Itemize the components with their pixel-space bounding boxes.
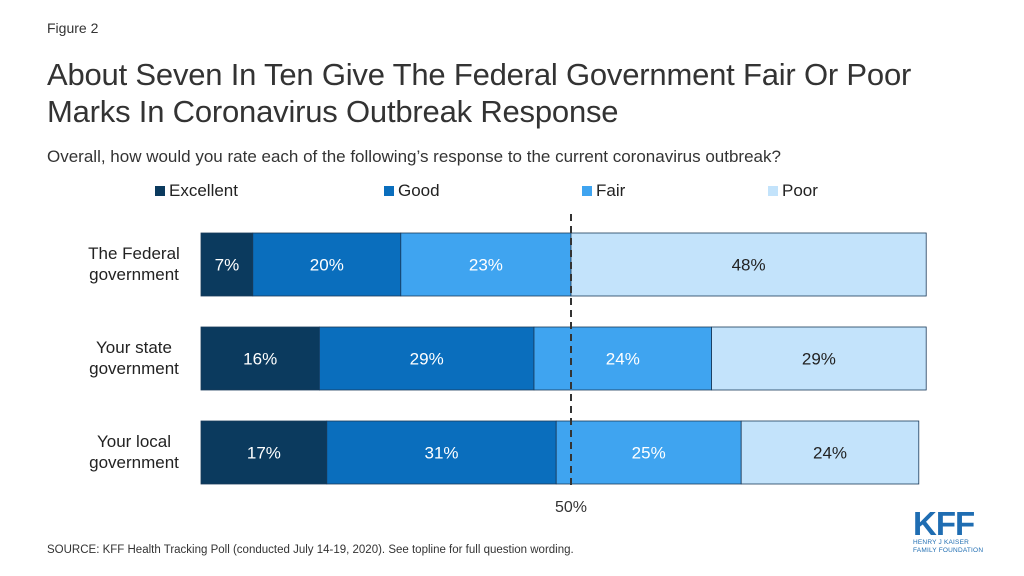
bar-segment-excellent: [200, 326, 320, 391]
legend-swatch-fair: [582, 186, 592, 196]
data-label-good: 29%: [410, 350, 444, 369]
legend-item-good: Good: [384, 181, 440, 201]
legend-item-fair: Fair: [582, 181, 625, 201]
bar-segment-excellent: [200, 232, 254, 297]
legend: Excellent Good Fair Poor: [155, 181, 875, 203]
legend-swatch-excellent: [155, 186, 165, 196]
data-label-good: 20%: [310, 256, 344, 275]
legend-label-fair: Fair: [596, 181, 626, 200]
data-label-fair: 23%: [469, 256, 503, 275]
legend-label-good: Good: [398, 181, 440, 200]
data-label-poor: 24%: [813, 444, 847, 463]
bar-segment-good: [252, 232, 402, 297]
figure-label: Figure 2: [47, 20, 99, 36]
bar-segment-poor: [711, 326, 927, 391]
data-label-excellent: 16%: [243, 350, 277, 369]
legend-swatch-poor: [768, 186, 778, 196]
bar-segment-poor: [570, 232, 927, 297]
logo-line-1: HENRY J KAISER: [913, 539, 970, 546]
legend-item-excellent: Excellent: [155, 181, 238, 201]
data-label-poor: 29%: [802, 350, 836, 369]
reference-line-label: 50%: [555, 499, 587, 516]
bar-segment-good: [326, 420, 557, 485]
source-note: SOURCE: KFF Health Tracking Poll (conduc…: [47, 544, 574, 556]
category-label: Your state government: [89, 338, 179, 378]
bar-segment-fair: [555, 420, 742, 485]
data-label-excellent: 7%: [215, 256, 240, 275]
kff-logo: KFF HENRY J KAISER FAMILY FOUNDATION: [913, 505, 989, 557]
legend-swatch-good: [384, 186, 394, 196]
bar-segment-fair: [400, 232, 572, 297]
logo-line-2: FAMILY FOUNDATION: [913, 547, 984, 554]
legend-label-excellent: Excellent: [169, 181, 238, 200]
data-label-fair: 24%: [606, 350, 640, 369]
bar-segment-excellent: [200, 420, 328, 485]
bar-segment-good: [318, 326, 535, 391]
data-label-fair: 25%: [632, 444, 666, 463]
category-label: Your local government: [89, 432, 179, 472]
logo-wordmark: KFF: [913, 505, 975, 542]
data-label-poor: 48%: [732, 256, 766, 275]
legend-label-poor: Poor: [782, 181, 818, 200]
legend-item-poor: Poor: [768, 181, 818, 201]
data-label-excellent: 17%: [247, 444, 281, 463]
bar-segment-poor: [740, 420, 920, 485]
chart-title: About Seven In Ten Give The Federal Gove…: [47, 57, 912, 129]
chart-subtitle: Overall, how would you rate each of the …: [47, 147, 781, 166]
category-label: The Federal government: [88, 244, 180, 284]
data-label-good: 31%: [424, 444, 458, 463]
